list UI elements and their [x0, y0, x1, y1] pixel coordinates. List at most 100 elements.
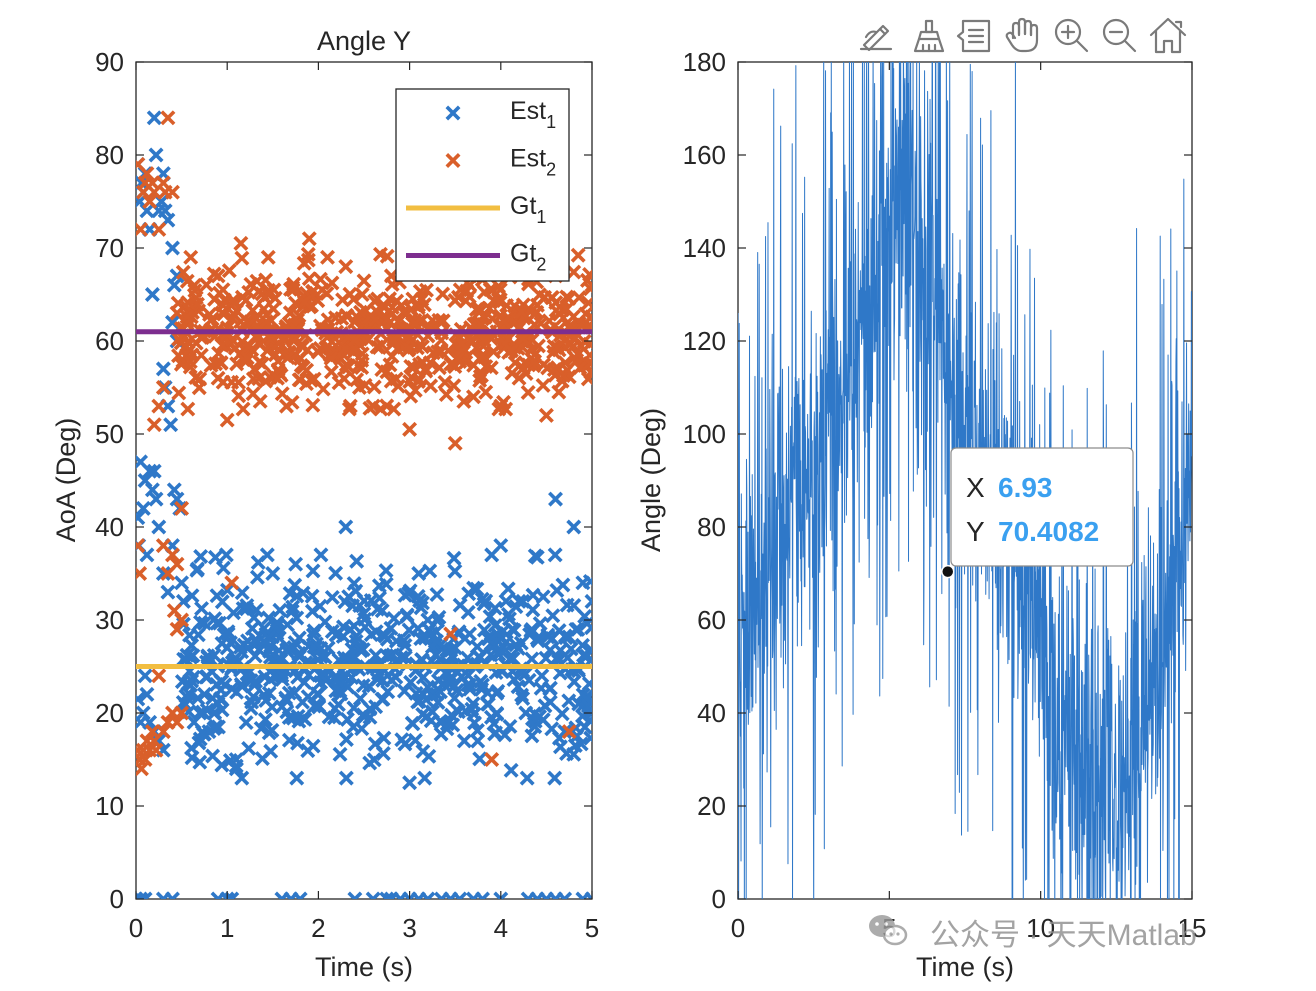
legend-item-gt-2[interactable]: Gt2 [406, 240, 546, 275]
est-2-point [171, 331, 187, 347]
est-2-point [496, 314, 512, 330]
zoom-out-icon[interactable] [1100, 16, 1138, 54]
est-2-point [416, 297, 432, 313]
est-2-point [514, 304, 529, 320]
legend-item-gt-1[interactable]: Gt1 [406, 192, 546, 227]
zoom-in-icon[interactable] [1052, 16, 1090, 54]
data-tip-y-value: 70.4082 [998, 516, 1099, 547]
est-1-point [155, 566, 171, 581]
est-2-point [155, 724, 171, 740]
legend-item-est-1[interactable]: Est1 [445, 97, 556, 132]
right-x-tick-label: 0 [731, 913, 745, 943]
est-1-point [555, 577, 571, 593]
est-1-point [144, 482, 160, 498]
est-1-point [183, 649, 199, 665]
est-1-point [411, 566, 427, 581]
right-y-tick-label: 140 [683, 233, 726, 263]
est-2-point [580, 371, 592, 387]
est-1-point [148, 147, 164, 163]
est-1-point [410, 588, 426, 604]
est-1-point [383, 672, 399, 688]
est-2-point [356, 273, 372, 289]
est-1-point [469, 639, 485, 655]
est-1-point [253, 720, 269, 736]
left-y-tick-label: 60 [95, 326, 124, 356]
est-1-point [288, 556, 304, 572]
data-tip-marker[interactable] [940, 564, 955, 579]
est-2-point [171, 385, 187, 401]
est-1-point [205, 748, 221, 764]
est-1-point [510, 679, 526, 695]
est-1-point [305, 627, 321, 643]
est-1-point [475, 677, 491, 693]
est-2-point [248, 310, 264, 326]
right-y-tick-label: 40 [697, 698, 726, 728]
est-1-point [345, 598, 361, 614]
est-2-point [315, 381, 331, 397]
est-1-point [443, 672, 459, 687]
est-2-point [234, 250, 250, 266]
est-1-point [228, 761, 244, 777]
est-2-point [351, 380, 367, 395]
est-1-point [525, 587, 541, 603]
left-x-tick-label: 0 [129, 913, 143, 943]
est-2-point [260, 249, 276, 265]
home-icon[interactable] [1148, 16, 1188, 54]
est-1-point [506, 622, 522, 638]
est-1-point [136, 510, 146, 526]
est-1-point [584, 705, 592, 721]
left-axes-y-label: AoA (Deg) [51, 418, 81, 543]
est-1-point [413, 631, 429, 647]
est-2-point [165, 184, 180, 200]
est-2-point [301, 231, 317, 247]
legend-item-est-2[interactable]: Est2 [445, 145, 556, 180]
est-2-point [372, 246, 388, 262]
est-2-point [526, 353, 542, 369]
est-2-point [219, 412, 235, 428]
est-1-point [190, 627, 206, 643]
est-2-point [286, 276, 302, 292]
left-x-tick-label: 4 [494, 913, 508, 943]
est-2-point [354, 287, 370, 303]
est-1-point [445, 717, 461, 733]
est-2-point [374, 362, 390, 377]
est-1-point [206, 647, 222, 663]
est-1-point [560, 650, 576, 666]
est-2-point [169, 714, 185, 730]
watermark-text: 公众号 · 天天Matlab [930, 919, 1197, 952]
est-1-point [529, 549, 545, 565]
est-2-point [227, 340, 243, 356]
est-2-point [472, 372, 488, 388]
edit-plot-icon[interactable] [858, 18, 894, 54]
est-1-point [196, 615, 212, 631]
est-1-point [269, 615, 285, 631]
est-2-point [493, 398, 509, 414]
est-2-point [390, 314, 406, 330]
est-2-point [402, 421, 418, 437]
est-1-point [405, 716, 421, 732]
est-2-point [339, 309, 355, 324]
est-1-point [575, 708, 590, 724]
est-1-point [199, 669, 215, 685]
est-1-point [219, 640, 235, 656]
est-2-point [174, 705, 190, 721]
legend[interactable]: Est1 Est2 Gt1 Gt2 [395, 88, 570, 282]
legend-box [395, 88, 570, 282]
pan-icon[interactable] [1004, 16, 1042, 54]
brush-icon[interactable] [910, 18, 946, 54]
est-1-point [241, 740, 257, 756]
est-1-point [211, 719, 226, 735]
est-2-point [532, 287, 547, 303]
est-1-point [137, 668, 153, 684]
left-x-tick-label: 2 [311, 913, 325, 943]
est-1-point [580, 698, 592, 714]
est-2-point [557, 355, 573, 371]
data-tips-icon[interactable] [956, 18, 992, 54]
right-y-tick-label: 180 [683, 47, 726, 77]
est-1-point [313, 641, 329, 656]
data-tip[interactable]: X 6.93 Y 70.4082 [940, 447, 1134, 579]
data-tip-box [950, 447, 1134, 567]
est-2-point [520, 385, 536, 400]
right-axes[interactable]: 051015020406080100120140160180 Time (s) … [636, 39, 1206, 982]
